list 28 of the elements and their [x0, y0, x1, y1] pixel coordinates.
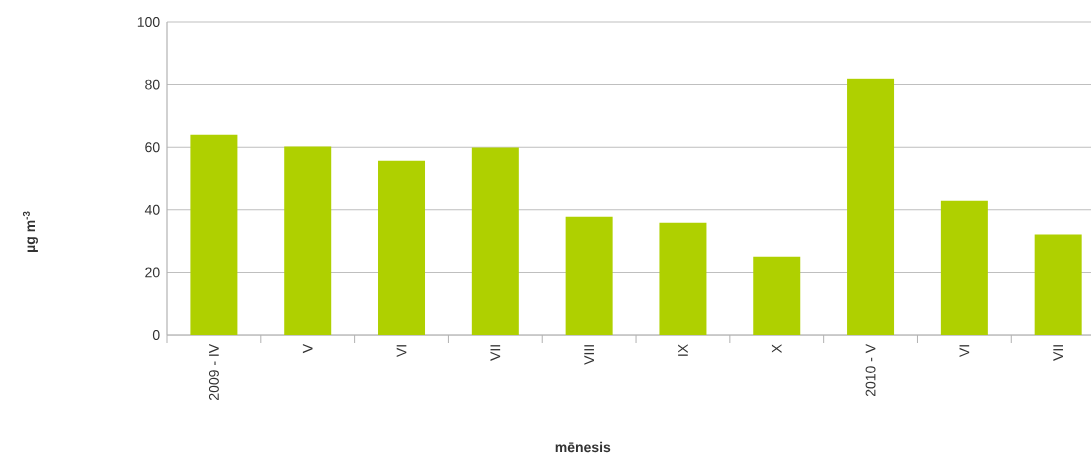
x-tick-label: IX [678, 344, 688, 356]
x-tick-label: VIII [584, 345, 594, 365]
x-axis-title: mēnesis [555, 441, 611, 453]
bar [753, 256, 801, 335]
bar [1034, 234, 1082, 335]
x-tick-label: V [302, 343, 313, 354]
x-tick-label: 2010 - V [865, 343, 876, 397]
bar [190, 134, 238, 335]
y-tick-label: 40 [144, 204, 160, 215]
x-tick-label: 2009 - IV [208, 343, 219, 400]
y-tick-label: 80 [145, 79, 160, 90]
bar [284, 146, 332, 335]
x-tick-label: VI [959, 345, 970, 358]
y-tick-label: 20 [145, 267, 160, 278]
y-tick-label: 0 [152, 330, 160, 340]
x-tick-label: VII [1053, 345, 1063, 361]
text: µg m$^{-3}$ [22, 211, 38, 252]
bar [940, 200, 988, 335]
bar [659, 222, 707, 335]
y-tick-label: 60 [145, 142, 160, 153]
x-tick-label: VI [396, 345, 407, 358]
bar [847, 78, 895, 335]
bar [378, 160, 426, 335]
y-tick-label: 100 [137, 17, 160, 27]
x-tick-label: VII [490, 345, 501, 361]
x-tick-label: X [771, 344, 782, 353]
bar [471, 147, 519, 335]
bar [565, 216, 613, 335]
